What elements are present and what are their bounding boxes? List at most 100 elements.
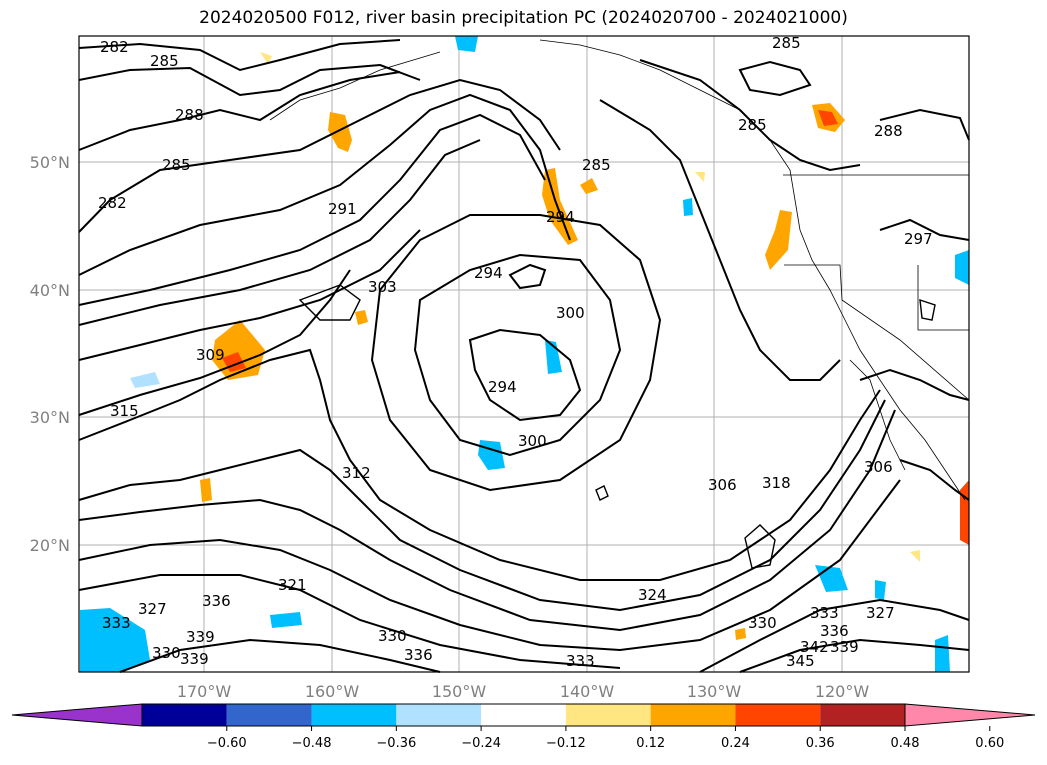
contour-label: 285: [150, 52, 179, 70]
shade-positive: [328, 112, 352, 152]
contour: [738, 60, 812, 97]
contour-label: 288: [874, 122, 903, 140]
contour: [78, 269, 351, 416]
colorbar-segment: [735, 704, 821, 726]
contour-label: 306: [864, 458, 893, 476]
contour-label: 312: [342, 464, 371, 482]
map-title: 2024020500 F012, river basin precipitati…: [199, 8, 848, 28]
contour: [78, 409, 896, 632]
shade-positive-strong: [960, 480, 969, 545]
contour: [899, 459, 970, 501]
contour-label: 327: [138, 600, 167, 618]
contour: [78, 113, 546, 306]
contour-label: 333: [566, 652, 595, 670]
colorbar-tick-label: 0.48: [891, 736, 920, 751]
state-lines-2: [917, 265, 969, 331]
contour-label: 306: [708, 476, 737, 494]
contour-label: 315: [110, 402, 139, 420]
shade-negative: [80, 608, 150, 672]
longitude-labels: 170°W 160°W 150°W 140°W 130°W 120°W: [177, 682, 870, 701]
colorbar-tick-label: −0.60: [207, 736, 247, 751]
shade-positive-faint: [910, 550, 920, 562]
contour: [78, 78, 561, 233]
contour: [78, 39, 401, 72]
colorbar-segment: [226, 704, 312, 726]
lat-label: 30°N: [30, 408, 70, 427]
contour: [413, 253, 622, 457]
contour-label: 342: [800, 638, 829, 656]
colorbar-tick-label: −0.36: [376, 736, 416, 751]
lon-label: 150°W: [432, 682, 487, 701]
lat-label: 20°N: [30, 536, 70, 555]
shade-negative: [683, 198, 693, 216]
shade-positive-faint: [695, 172, 705, 182]
contour: [599, 99, 841, 381]
state-lines: [784, 264, 970, 401]
contour: [78, 229, 421, 361]
lon-label: 160°W: [305, 682, 360, 701]
contour: [744, 524, 776, 569]
shade-positive-faint: [260, 52, 272, 64]
contour: [595, 485, 609, 501]
contour-label: 345: [786, 652, 815, 670]
shade-negative: [955, 250, 969, 285]
contour: [468, 328, 582, 422]
contour: [78, 63, 421, 97]
contour-label: 321: [278, 576, 307, 594]
contour: [119, 638, 441, 673]
geopotential-contours-thin: [298, 284, 936, 569]
lat-label: 50°N: [30, 153, 70, 172]
colorbar-tick-label: 0.12: [636, 736, 665, 751]
contour-label: 285: [162, 156, 191, 174]
shade-positive: [735, 628, 746, 640]
contour-label: 285: [772, 34, 801, 52]
contour-label: 336: [820, 622, 849, 640]
contour: [78, 93, 571, 276]
contour: [879, 108, 970, 141]
shade-positive: [212, 320, 265, 380]
shade-negative: [455, 36, 478, 52]
contour-label: 327: [866, 604, 895, 622]
colorbar-segment: [820, 704, 905, 726]
contour-label: 339: [186, 628, 215, 646]
contour-label: 294: [474, 264, 503, 282]
contour: [78, 139, 481, 326]
shade-positive: [580, 178, 598, 194]
colorbar-segment: [311, 704, 397, 726]
lon-label: 170°W: [177, 682, 232, 701]
colorbar-tick-label: 0.36: [806, 736, 835, 751]
shade-negative: [270, 612, 302, 628]
contour: [859, 368, 970, 401]
colorbar-tick-label: 0.60: [975, 736, 1004, 751]
shade-negative: [935, 635, 950, 672]
contour-label: 330: [152, 644, 181, 662]
shade-negative: [875, 580, 886, 600]
contour: [699, 598, 970, 673]
colorbar-tick-label: −0.24: [461, 736, 501, 751]
colorbar: −0.60 −0.48 −0.36 −0.24 −0.12 0.12 0.24 0.36 0.4…: [11, 703, 1036, 751]
contour-label: 324: [638, 586, 667, 604]
latitude-labels: 50°N 40°N 30°N 20°N: [30, 153, 70, 555]
contour-label: 336: [404, 646, 433, 664]
colorbar-outline: [141, 703, 906, 727]
contour: [78, 71, 401, 151]
shade-negative: [545, 340, 562, 374]
contour: [78, 399, 886, 612]
contour-label: 297: [904, 230, 933, 248]
contour: [639, 59, 861, 172]
lon-label: 130°W: [687, 682, 742, 701]
contour-label: 294: [488, 378, 517, 396]
contour: [370, 214, 662, 492]
shade-positive-strong: [818, 110, 838, 126]
contour-label: 318: [762, 474, 791, 492]
contour-label: 333: [102, 614, 131, 632]
contour: [78, 479, 901, 652]
contour-label: 285: [738, 116, 767, 134]
contour-label: 300: [556, 304, 585, 322]
shade-negative-faint: [130, 372, 160, 388]
contour: [739, 638, 970, 673]
contour-label: 333: [810, 604, 839, 622]
lon-label: 120°W: [815, 682, 870, 701]
contour-label: 294: [546, 208, 575, 226]
